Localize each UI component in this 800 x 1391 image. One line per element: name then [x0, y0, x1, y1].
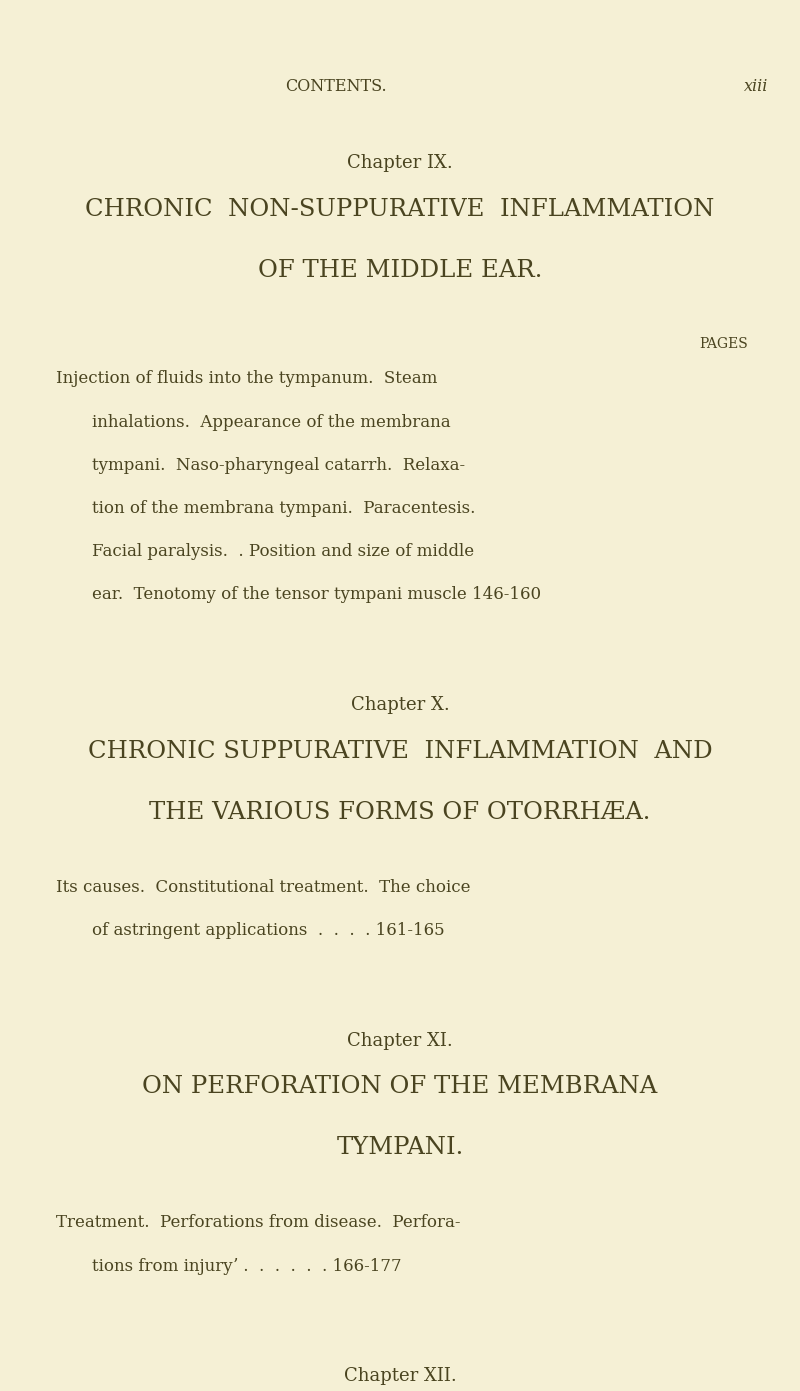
Text: tion of the membrana tympani.  Paracentesis.: tion of the membrana tympani. Paracentes…: [92, 499, 475, 517]
Text: CHRONIC  NON-SUPPURATIVE  INFLAMMATION: CHRONIC NON-SUPPURATIVE INFLAMMATION: [86, 198, 714, 221]
Text: tympani.  Naso-pharyngeal catarrh.  Relaxa-: tympani. Naso-pharyngeal catarrh. Relaxa…: [92, 456, 465, 474]
Text: CONTENTS.: CONTENTS.: [285, 78, 387, 95]
Text: PAGES: PAGES: [699, 337, 748, 351]
Text: inhalations.  Appearance of the membrana: inhalations. Appearance of the membrana: [92, 413, 450, 431]
Text: Chapter IX.: Chapter IX.: [347, 154, 453, 172]
Text: Chapter X.: Chapter X.: [350, 696, 450, 714]
Text: TYMPANI.: TYMPANI.: [336, 1136, 464, 1160]
Text: Chapter XI.: Chapter XI.: [347, 1032, 453, 1050]
Text: ear.  Tenotomy of the tensor tympani muscle 146-160: ear. Tenotomy of the tensor tympani musc…: [92, 586, 541, 604]
Text: Injection of fluids into the tympanum.  Steam: Injection of fluids into the tympanum. S…: [56, 370, 438, 388]
Text: Facial paralysis.  . Position and size of middle: Facial paralysis. . Position and size of…: [92, 542, 474, 561]
Text: Treatment.  Perforations from disease.  Perfora-: Treatment. Perforations from disease. Pe…: [56, 1214, 461, 1231]
Text: CHRONIC SUPPURATIVE  INFLAMMATION  AND: CHRONIC SUPPURATIVE INFLAMMATION AND: [88, 740, 712, 762]
Text: tions from injuryʼ .  .  .  .  .  . 166-177: tions from injuryʼ . . . . . . 166-177: [92, 1257, 402, 1274]
Text: Its causes.  Constitutional treatment.  The choice: Its causes. Constitutional treatment. Th…: [56, 879, 470, 896]
Text: THE VARIOUS FORMS OF OTORRHÆA.: THE VARIOUS FORMS OF OTORRHÆA.: [150, 801, 650, 823]
Text: OF THE MIDDLE EAR.: OF THE MIDDLE EAR.: [258, 259, 542, 282]
Text: of astringent applications  .  .  .  . 161-165: of astringent applications . . . . 161-1…: [92, 922, 445, 939]
Text: Chapter XII.: Chapter XII.: [344, 1367, 456, 1385]
Text: ON PERFORATION OF THE MEMBRANA: ON PERFORATION OF THE MEMBRANA: [142, 1075, 658, 1099]
Text: xiii: xiii: [744, 78, 768, 95]
